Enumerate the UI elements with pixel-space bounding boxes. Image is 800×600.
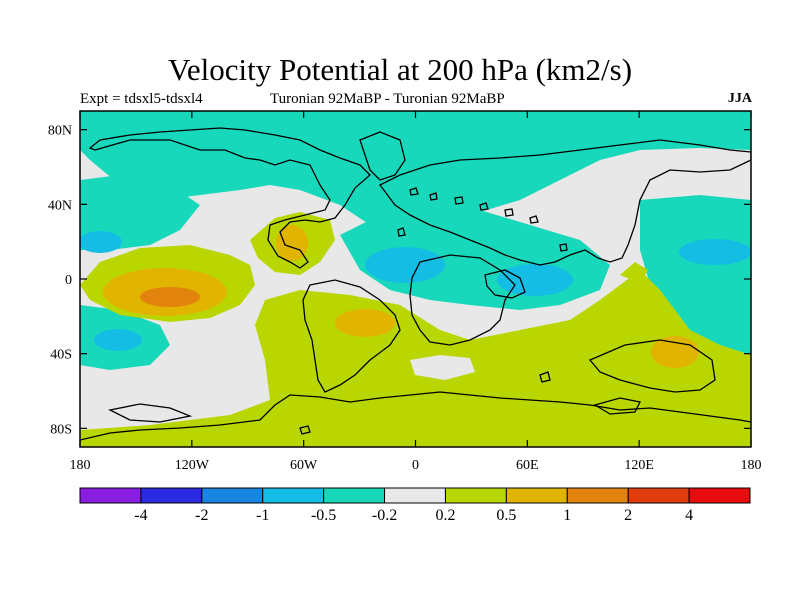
y-tick-label: 40N	[48, 198, 72, 213]
experiment-label: Expt = tdsxl5-tdsxl4	[80, 91, 203, 107]
x-axis: 180 120W 60W 0 60E 120E 180	[70, 111, 762, 473]
colorbar-swatch	[201, 487, 264, 504]
season-label: JJA	[727, 91, 752, 106]
colorbar-label: -2	[195, 507, 208, 524]
coastline-india	[484, 269, 526, 299]
negative-region-north	[80, 111, 751, 235]
period-label: Turonian 92MaBP - Turonian 92MaBP	[270, 91, 505, 107]
colorbar-swatch	[323, 487, 386, 504]
coastline-africa	[409, 254, 516, 346]
colorbar-swatch	[505, 487, 568, 504]
colorbar-swatch	[566, 487, 629, 504]
x-tick-label: 120E	[624, 458, 654, 473]
y-axis: 80N 40N 0 40S 80S	[48, 124, 751, 437]
x-tick-label: 60W	[290, 458, 318, 473]
coastline-south-america	[302, 279, 401, 393]
weak-positive-region-west-pacific	[620, 262, 648, 283]
colorbar-swatch	[627, 487, 690, 504]
strong-negative-cell	[497, 264, 573, 296]
y-tick-label: 0	[65, 273, 72, 288]
coastline-antarctica-inner	[108, 403, 193, 423]
weak-positive-region-south	[80, 270, 751, 447]
strong-negative-cell	[679, 239, 751, 265]
colorbar-swatch	[384, 487, 446, 504]
colorbar-label: 0.5	[496, 507, 516, 524]
colorbar-label: 0.2	[435, 507, 455, 524]
negative-region-northwest	[80, 175, 200, 250]
x-tick-label: 120W	[175, 458, 210, 473]
coastline-eurasia	[379, 139, 751, 266]
x-tick-label: 0	[412, 458, 419, 473]
y-tick-label: 80S	[50, 422, 72, 437]
strong-negative-cell	[80, 231, 122, 253]
x-tick-label: 180	[741, 458, 762, 473]
colorbar-label: 4	[685, 507, 693, 524]
colorbar-label: -4	[134, 507, 147, 524]
colorbar-swatch	[262, 487, 325, 504]
x-tick-label: 60E	[516, 458, 539, 473]
colorbar-swatch	[140, 487, 203, 504]
coastlines	[80, 127, 751, 441]
map-title: Velocity Potential at 200 hPa (km2/s)	[167, 52, 633, 87]
colorbar-label: 2	[624, 507, 632, 524]
contour-field	[80, 111, 751, 447]
positive-cell-south-america	[335, 309, 395, 337]
colorbar-swatch	[79, 487, 142, 504]
coastline-antarctica	[80, 391, 751, 441]
strong-negative-cell	[365, 247, 445, 283]
coastline-greenland	[359, 131, 406, 181]
coastline-antarctica-lobe	[593, 397, 641, 415]
y-tick-label: 40S	[50, 348, 72, 363]
colorbar-swatch	[688, 487, 751, 504]
x-tick-label: 180	[70, 458, 91, 473]
coastline-north-america	[88, 127, 371, 269]
positive-cell-caribbean	[276, 225, 308, 261]
colorbar-label: -0.5	[311, 507, 336, 524]
colorbar-label: 1	[563, 507, 571, 524]
colorbar-label: -0.2	[372, 507, 397, 524]
colorbar-label: -1	[256, 507, 269, 524]
neutral-island-south	[410, 355, 475, 380]
strong-positive-core	[140, 287, 200, 307]
coastline-australia	[588, 339, 716, 393]
coastline-islands	[299, 187, 568, 435]
colorbar: -4 -2 -1 -0.5 -0.2 0.2 0.5 1 2 4	[79, 487, 751, 524]
strong-negative-cell	[94, 329, 142, 351]
y-tick-label: 80N	[48, 124, 72, 139]
colorbar-swatch	[444, 487, 507, 504]
